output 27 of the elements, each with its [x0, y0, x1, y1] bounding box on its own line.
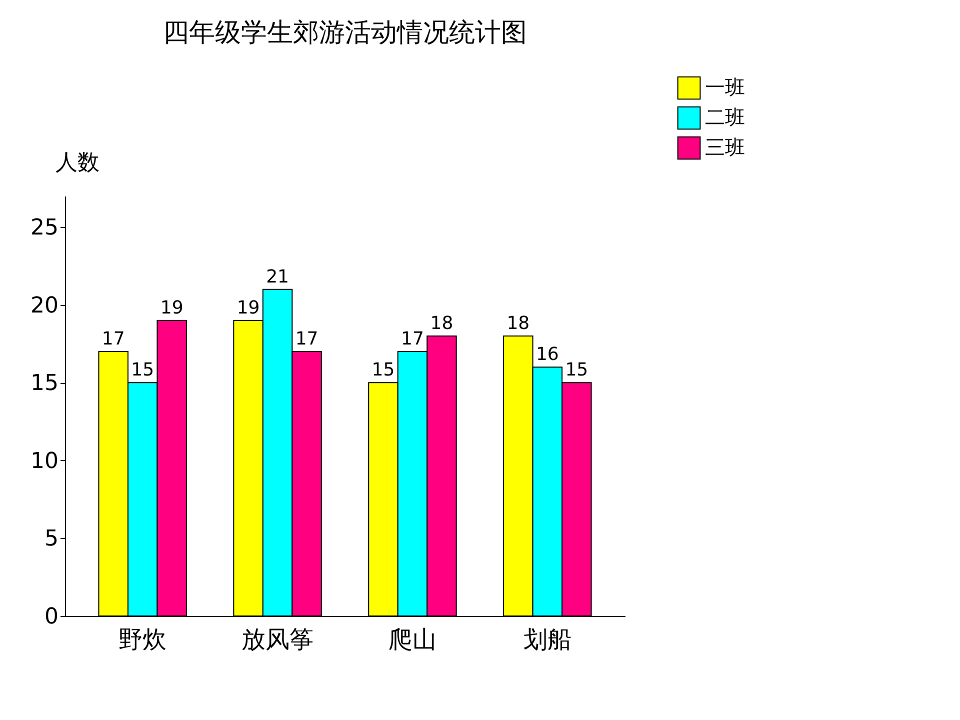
- x-tick-label: 放风筝: [242, 626, 314, 654]
- x-tick-label: 划船: [523, 626, 572, 654]
- data-label: 18: [506, 313, 530, 334]
- legend-label: 一班: [705, 75, 745, 99]
- data-label: 16: [536, 344, 559, 366]
- data-label: 15: [131, 360, 154, 381]
- legend-label: 二班: [705, 105, 745, 129]
- data-label: 15: [372, 360, 395, 381]
- data-label: 17: [401, 328, 424, 350]
- data-label: 19: [236, 297, 260, 318]
- data-label: 18: [430, 313, 454, 334]
- data-label: 15: [565, 360, 588, 381]
- y-tick-label: 10: [30, 448, 58, 474]
- x-tick-label: 野炊: [118, 626, 167, 654]
- data-label: 21: [266, 266, 289, 288]
- y-axis-title: 人数: [56, 150, 100, 176]
- x-tick-label: 爬山: [388, 626, 436, 654]
- y-tick-label: 5: [44, 526, 58, 552]
- data-label: 19: [160, 297, 184, 318]
- chart-title: 四年级学生郊游活动情况统计图: [163, 18, 527, 48]
- data-label: 17: [102, 328, 125, 350]
- y-tick-label: 25: [30, 216, 58, 241]
- data-label: 17: [295, 328, 318, 350]
- legend-label: 三班: [705, 135, 745, 159]
- y-tick-label: 15: [30, 371, 58, 396]
- y-tick-label: 20: [30, 293, 58, 318]
- y-tick-label: 0: [44, 604, 58, 630]
